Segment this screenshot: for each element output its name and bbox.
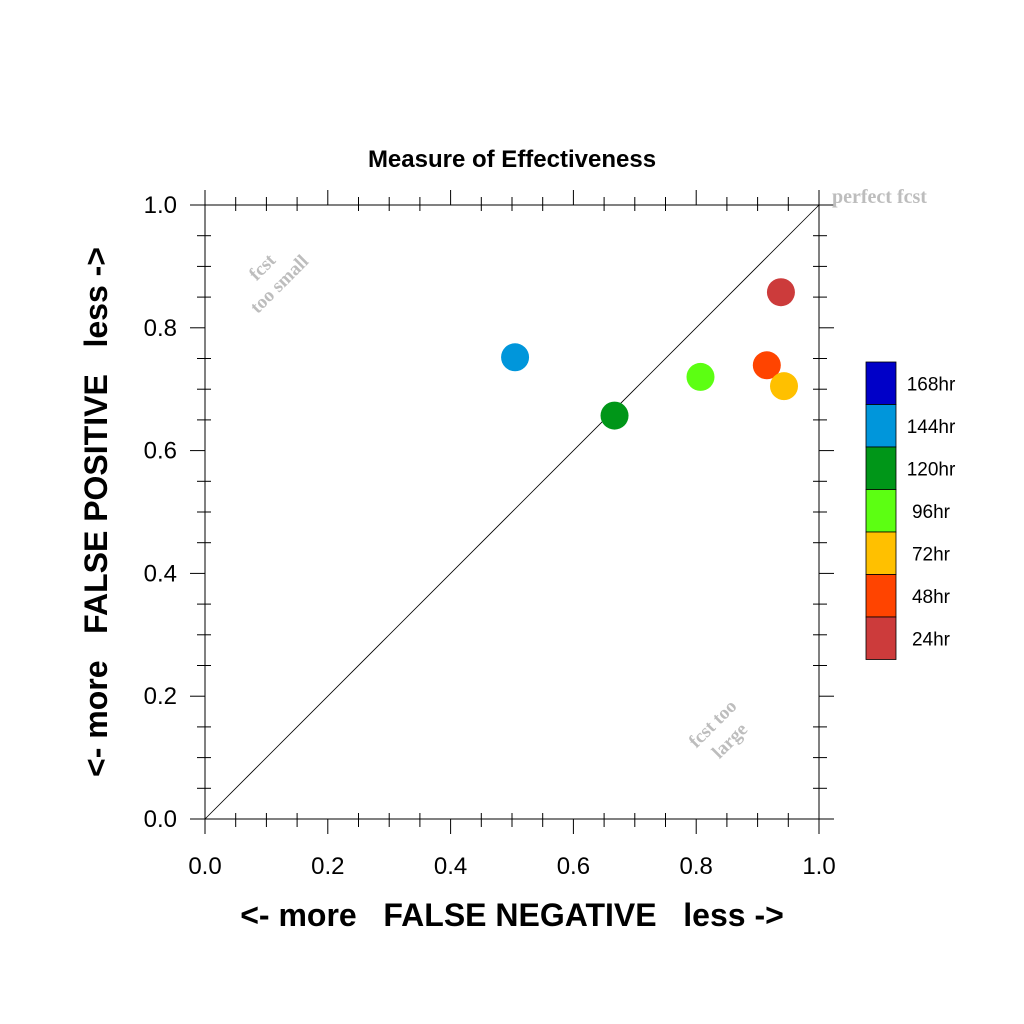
y-tick-label: 0.8 [144, 315, 177, 342]
legend-swatch-48hr [865, 574, 897, 618]
x-tick-label: 0.2 [311, 853, 344, 880]
legend-swatch-168hr [865, 361, 897, 405]
legend-label-72hr: 72hr [912, 544, 951, 565]
legend-swatch-96hr [865, 489, 897, 533]
legend-label-144hr: 144hr [907, 417, 956, 438]
y-tick-label: 1.0 [144, 192, 177, 219]
x-axis-label: <- more FALSE NEGATIVE less -> [240, 897, 784, 933]
y-tick-label: 0.4 [144, 560, 177, 587]
legend-swatch-24hr [865, 616, 897, 660]
legend-swatch-144hr [865, 404, 897, 448]
legend: 168hr 144hr 120hr 96hr 72hr 48hr 24hr [865, 361, 956, 660]
diagonal-reference-line [204, 204, 820, 820]
data-point-48hr [752, 351, 781, 380]
y-tick-label: 0.2 [144, 683, 177, 710]
y-axis-label: <- more FALSE POSITIVE less -> [78, 247, 114, 777]
legend-label-48hr: 48hr [912, 587, 951, 608]
axis-tick-labels: 0.0 0.2 0.4 0.6 0.8 1.0 0.0 0.2 0.4 0.6 0.8 1.0 [144, 192, 836, 880]
data-point-120hr [600, 401, 629, 430]
legend-label-168hr: 168hr [907, 374, 956, 395]
legend-swatch-120hr [865, 446, 897, 490]
data-point-144hr [501, 343, 530, 372]
axis-ticks [190, 190, 834, 834]
x-tick-label: 0.4 [434, 853, 467, 880]
annotation-perfect-fcst: perfect fcst [832, 186, 927, 208]
legend-swatch-72hr [865, 531, 897, 575]
legend-label-24hr: 24hr [912, 629, 951, 650]
annotation-fcst-too-small: fcst too small [245, 250, 313, 318]
plot-axes [204, 204, 820, 820]
annotation-fcst-too-large: fcst too large [685, 696, 752, 763]
data-point-96hr [686, 362, 715, 391]
x-tick-label: 0.0 [188, 853, 221, 880]
y-tick-label: 0.0 [144, 806, 177, 833]
legend-label-96hr: 96hr [912, 502, 951, 523]
x-tick-label: 0.6 [557, 853, 590, 880]
data-point-72hr [770, 372, 799, 401]
chart-title: Measure of Effectiveness [368, 146, 656, 173]
y-tick-label: 0.6 [144, 438, 177, 465]
x-tick-label: 0.8 [680, 853, 713, 880]
data-points [501, 278, 799, 430]
data-point-24hr [766, 278, 795, 307]
legend-label-120hr: 120hr [907, 459, 956, 480]
x-tick-label: 1.0 [802, 853, 835, 880]
